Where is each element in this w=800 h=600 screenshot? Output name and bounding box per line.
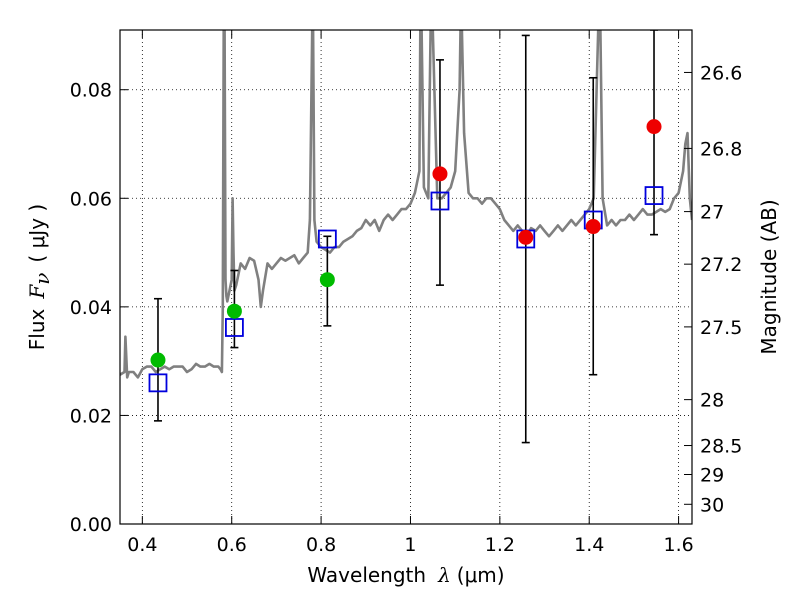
y2-tick-label: 28 — [700, 390, 724, 412]
x-tick-label: 1.2 — [485, 534, 515, 556]
x-tick-label: 0.4 — [127, 534, 157, 556]
x-tick-label: 1.6 — [663, 534, 693, 556]
observed-flux-marker — [319, 272, 335, 288]
y2-axis-title: Magnitude (AB) — [757, 199, 781, 354]
y2-tick-label: 27.2 — [700, 254, 742, 276]
y-tick-label: 0.02 — [70, 405, 112, 427]
plot-area — [120, 30, 692, 444]
y2-tick-label: 27 — [700, 202, 724, 224]
observed-flux-marker — [518, 229, 534, 245]
y2-tick-label: 26.8 — [700, 138, 742, 160]
y-tick-label: 0.00 — [70, 514, 112, 536]
observed-flux-marker — [585, 219, 601, 235]
plot-frame — [119, 29, 693, 525]
x-axis-title: Wavelength λ (μm) — [307, 563, 504, 587]
model-square-marker — [224, 318, 244, 337]
y2-tick-label: 30 — [700, 494, 724, 516]
model-square-marker — [430, 191, 450, 211]
observed-flux-marker — [150, 352, 166, 368]
observed-flux-marker — [646, 119, 662, 135]
y2-tick-label: 27.5 — [700, 317, 742, 339]
model-square-marker — [644, 186, 664, 205]
observed-flux-marker — [226, 303, 242, 319]
y2-tick-label: 29 — [700, 464, 724, 486]
spectrum-line — [120, 30, 692, 379]
y2-tick-label: 26.6 — [700, 62, 742, 84]
y-tick-label: 0.04 — [70, 297, 112, 319]
x-tick-label: 1 — [404, 534, 416, 556]
observed-flux-marker — [432, 166, 448, 182]
model-square-marker — [148, 373, 168, 393]
y-tick-label: 0.08 — [70, 80, 112, 102]
x-tick-label: 0.6 — [217, 534, 247, 556]
model-square-marker — [317, 229, 337, 249]
x-tick-label: 0.8 — [306, 534, 336, 556]
x-tick-label: 1.4 — [574, 534, 604, 556]
y2-tick-label: 28.5 — [700, 436, 742, 458]
y-tick-label: 0.06 — [70, 188, 112, 210]
grid — [120, 30, 692, 524]
ticks: 0.4 0.6 0.8 1 1.2 1.4 1.6 0.00 0.02 0.04 0.06 0.08 2… — [70, 30, 742, 556]
y-axis-title: FluxFν( μJy ) — [25, 204, 54, 350]
